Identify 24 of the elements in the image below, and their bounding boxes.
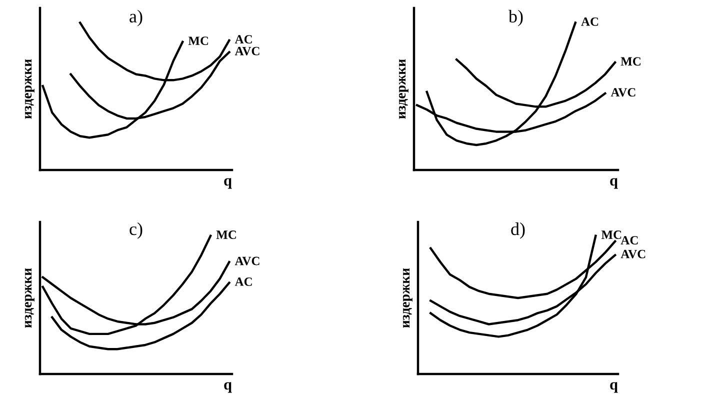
series-label: AVC: [234, 256, 260, 266]
series-label: AC: [581, 17, 598, 26]
chart-title: a): [130, 10, 142, 26]
series-label: AC: [620, 236, 638, 244]
y-axis-title: издержки: [24, 268, 34, 328]
series-label: AC: [234, 278, 252, 286]
y-axis-title: издержки: [24, 59, 34, 119]
series-label: AVC: [620, 250, 646, 258]
chart-title: b): [508, 10, 523, 26]
series-label: MC: [620, 57, 640, 66]
chart-title: d): [511, 222, 525, 239]
y-axis-title: издержки: [402, 268, 412, 328]
series-label: AVC: [610, 88, 636, 97]
series-label: AVC: [234, 46, 260, 56]
x-axis-title: q: [224, 178, 232, 189]
y-axis-title: издержки: [398, 59, 408, 119]
series-label: MC: [188, 36, 208, 45]
series-label: MC: [216, 230, 236, 239]
chart-title: c): [130, 222, 142, 239]
series-label: AC: [234, 35, 252, 44]
x-axis-title: q: [610, 382, 618, 393]
x-axis-title: q: [610, 178, 618, 189]
series-label: MC: [601, 230, 622, 239]
x-axis-title: q: [224, 382, 232, 393]
